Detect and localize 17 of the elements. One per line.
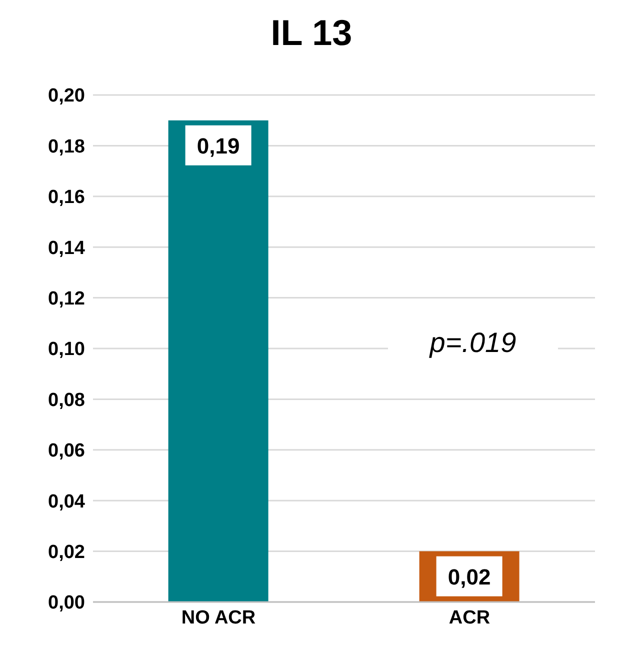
- x-tick-label: ACR: [448, 607, 490, 628]
- chart-title: IL 13: [270, 11, 354, 55]
- x-tick-label: NO ACR: [181, 607, 256, 628]
- y-tick-label: 0,08: [48, 390, 85, 411]
- data-label: 0,19: [196, 133, 240, 158]
- y-tick-label: 0,02: [48, 542, 85, 564]
- y-tick-label: 0,12: [48, 288, 85, 310]
- y-tick-label: 0,06: [48, 440, 85, 462]
- y-tick-label: 0,16: [48, 187, 85, 208]
- annotation: p=.019: [388, 323, 558, 363]
- y-tick-label: 0,20: [48, 86, 85, 107]
- y-tick-label: 0,04: [48, 491, 86, 512]
- y-tick-label: 0,14: [48, 238, 86, 259]
- data-label: 0,02: [448, 564, 491, 590]
- y-tick-label: 0,18: [48, 136, 85, 158]
- y-tick-label: 0,10: [48, 339, 85, 360]
- y-tick-label: 0,00: [48, 592, 85, 614]
